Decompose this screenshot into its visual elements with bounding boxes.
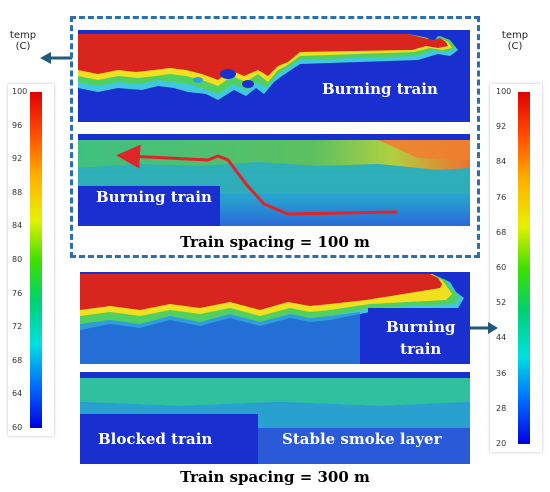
- left-colorbar-tick: 72: [12, 322, 23, 332]
- right-colorbar-tick: 44: [496, 333, 507, 343]
- left-colorbar-gradient: [30, 92, 42, 428]
- panel-100m-top-label: Burning train: [322, 80, 438, 98]
- panel-100m-top: Burning train: [78, 30, 470, 122]
- panel-300m-top: Burning train: [80, 272, 470, 364]
- right-colorbar-tick: 68: [496, 227, 507, 237]
- left-colorbar-tick: 84: [12, 221, 23, 231]
- left-colorbar-label: temp: [9, 30, 37, 41]
- panel-100m-bottom-label: Burning train: [96, 188, 212, 206]
- left-colorbar-tick: 96: [12, 120, 23, 130]
- left-pointer-arrow: [40, 52, 72, 64]
- left-colorbar-tick: 80: [12, 255, 23, 264]
- right-colorbar-tick: 92: [496, 122, 507, 132]
- caption-100m: Train spacing = 100 m: [180, 233, 370, 251]
- left-colorbar-tick: 92: [12, 154, 23, 164]
- right-colorbar-tick: 60: [496, 263, 507, 272]
- left-colorbar-title: temp (C): [6, 30, 40, 52]
- right-colorbar-tick: 76: [496, 192, 507, 202]
- right-colorbar-tick: 36: [496, 368, 507, 378]
- right-colorbar-label: temp: [501, 30, 529, 41]
- panel-300m-top-label-line2: train: [400, 340, 442, 358]
- left-colorbar-unit: (C): [15, 41, 31, 52]
- left-colorbar-tick: 76: [12, 288, 23, 298]
- right-colorbar-tick: 20: [496, 439, 507, 448]
- left-colorbar-tick: 60: [12, 423, 23, 432]
- caption-300m: Train spacing = 300 m: [180, 468, 370, 486]
- right-colorbar-tick: 52: [496, 298, 507, 308]
- left-colorbar-tick: 88: [12, 187, 23, 197]
- right-colorbar-tick: 100: [496, 87, 512, 96]
- right-pointer-arrow: [470, 322, 498, 334]
- right-colorbar-gradient: [518, 92, 530, 444]
- left-colorbar-tick: 100: [12, 87, 28, 96]
- panel-300m-top-label: Burning train: [386, 316, 456, 360]
- right-colorbar-title: temp (C): [498, 30, 532, 52]
- right-colorbar: 100 92 84 76 68 60 52 44 36 28 20: [490, 84, 542, 452]
- left-colorbar-tick: 68: [12, 355, 23, 365]
- panel-100m-bottom: Burning train: [78, 134, 470, 226]
- right-colorbar-unit: (C): [507, 41, 523, 52]
- panel-300m-bottom: Blocked train Stable smoke layer: [80, 372, 470, 464]
- highlight-box-100m: [70, 16, 480, 258]
- right-colorbar-tick: 28: [496, 403, 507, 413]
- panel-300m-bottom-label-right: Stable smoke layer: [282, 430, 442, 448]
- left-colorbar: 100 96 92 88 84 80 76 72 68 64 60: [8, 84, 54, 436]
- panel-300m-bottom-label-left: Blocked train: [98, 430, 213, 448]
- panel-300m-top-label-line1: Burning: [386, 318, 456, 336]
- left-colorbar-tick: 64: [12, 389, 23, 399]
- right-colorbar-tick: 84: [496, 157, 507, 167]
